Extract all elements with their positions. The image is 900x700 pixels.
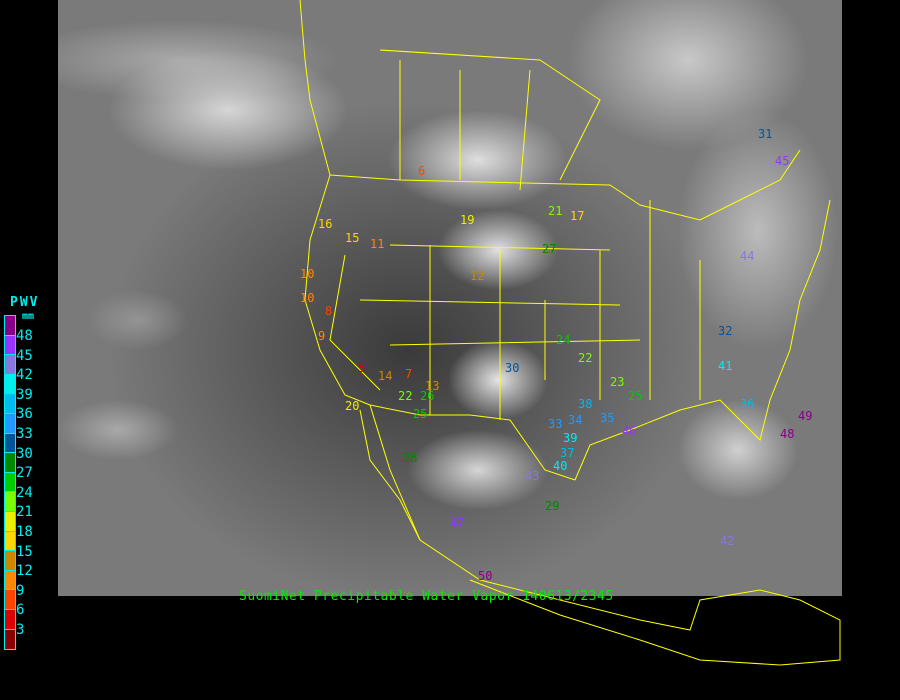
station-pwv-value: 30 (505, 361, 520, 375)
station-pwv-value: 14 (378, 369, 393, 383)
station-pwv-value: 32 (718, 324, 733, 338)
colorbar-swatch (5, 316, 15, 336)
station-pwv-value: 17 (570, 209, 585, 223)
station-pwv-value: 41 (718, 359, 733, 373)
legend-tick-label: 21 (16, 504, 33, 521)
colorbar-swatch (5, 511, 15, 532)
legend-tick-label: 27 (16, 465, 33, 482)
station-pwv-value: 27 (542, 242, 557, 256)
legend-tick-label: 15 (16, 543, 33, 560)
us-gulf-coast (574, 199, 831, 481)
station-pwv-value: 48 (780, 427, 795, 441)
station-pwv-value: 34 (568, 413, 583, 427)
station-pwv-value: 29 (545, 499, 560, 513)
station-pwv-value: 25 (628, 389, 643, 403)
station-pwv-value: 42 (720, 534, 735, 548)
colorbar-swatch (5, 551, 15, 571)
satellite-image (58, 0, 842, 596)
station-pwv-value: 12 (470, 269, 485, 283)
station-pwv-value: 9 (318, 329, 326, 343)
legend-tick-label: 24 (16, 484, 33, 501)
colorbar-swatch (5, 413, 15, 434)
station-pwv-value: 45 (775, 154, 790, 168)
legend-tick-label: 30 (16, 445, 33, 462)
station-pwv-value: 8 (325, 304, 333, 318)
station-pwv-value: 50 (478, 569, 493, 583)
station-pwv-value: 26 (420, 389, 435, 403)
station-pwv-value: 13 (425, 379, 440, 393)
legend-tick-label: 18 (16, 524, 33, 540)
legend-tick-label: 33 (16, 426, 33, 442)
us-states (329, 200, 701, 420)
legend-tick-label: 42 (16, 367, 33, 384)
station-pwv-value: 40 (553, 459, 568, 473)
station-pwv-value: 25 (413, 407, 428, 421)
legend-tick-label: 3 (16, 622, 25, 638)
colorbar-swatch (5, 629, 15, 650)
station-pwv-value: 11 (370, 237, 385, 251)
us-west-coast (304, 174, 371, 406)
colorbar-swatch (5, 472, 15, 493)
pacific-nw-coast (299, 0, 331, 176)
colorbar-swatch (5, 374, 15, 395)
legend-tick-label: 6 (16, 602, 25, 619)
colorbar-swatch (5, 609, 15, 630)
map-caption: SuomiNet Precipitable Water Vapor 140613… (239, 589, 614, 604)
legend-tick-label: 36 (16, 406, 33, 423)
station-pwv-value: 44 (740, 249, 755, 263)
station-pwv-value: 5 (358, 361, 366, 375)
station-pwv-value: 35 (600, 411, 615, 425)
station-pwv-value: 33 (548, 417, 563, 431)
station-pwv-value: 22 (578, 351, 593, 365)
mexico-coast (369, 404, 841, 666)
station-pwv-value: 28 (403, 451, 418, 465)
colorbar-swatch (5, 433, 15, 454)
station-pwv-value: 24 (556, 333, 571, 347)
station-pwv-value: 10 (300, 291, 315, 305)
pwv-colorbar (4, 315, 16, 651)
colorbar-swatch (5, 590, 15, 610)
station-pwv-value: 47 (450, 516, 465, 530)
station-pwv-value: 37 (560, 446, 575, 460)
station-pwv-value: 6 (418, 164, 426, 178)
us-mexico-border (369, 404, 576, 481)
station-pwv-value: 49 (798, 409, 813, 423)
us-canada-border (329, 149, 801, 221)
station-pwv-value: 43 (525, 469, 540, 483)
legend-tick-label: 9 (16, 582, 25, 599)
colorbar-swatch (5, 570, 15, 591)
station-pwv-value: 15 (345, 231, 360, 245)
station-pwv-value: 23 (610, 375, 625, 389)
legend-tick-label: 39 (16, 386, 33, 403)
station-pwv-value: 46 (622, 424, 637, 438)
station-pwv-value: 38 (578, 397, 593, 411)
station-pwv-value: 22 (398, 389, 413, 403)
station-pwv-value: 20 (345, 399, 360, 413)
station-pwv-value: 7 (405, 367, 413, 381)
station-pwv-value: 19 (460, 213, 475, 227)
station-pwv-value: 10 (300, 267, 315, 281)
colorbar-swatch (5, 355, 15, 375)
station-pwv-value: 39 (563, 431, 578, 445)
colorbar-swatch (5, 531, 15, 552)
station-pwv-value: 31 (758, 127, 773, 141)
station-pwv-value: 21 (548, 204, 563, 218)
baja (359, 409, 421, 541)
colorbar-swatch (5, 394, 15, 414)
canada-provinces (379, 49, 601, 191)
legend-tick-label: 45 (16, 347, 33, 364)
legend-tick-label: 48 (16, 328, 33, 344)
colorbar-swatch (5, 492, 15, 512)
station-pwv-value: 16 (318, 217, 333, 231)
colorbar-swatch (5, 335, 15, 356)
station-pwv-value: 36 (740, 397, 755, 411)
colorbar-swatch (5, 453, 15, 473)
legend-tick-label: 12 (16, 563, 33, 580)
legend-unit: mm (22, 311, 35, 322)
legend-title: PWV (10, 295, 40, 310)
